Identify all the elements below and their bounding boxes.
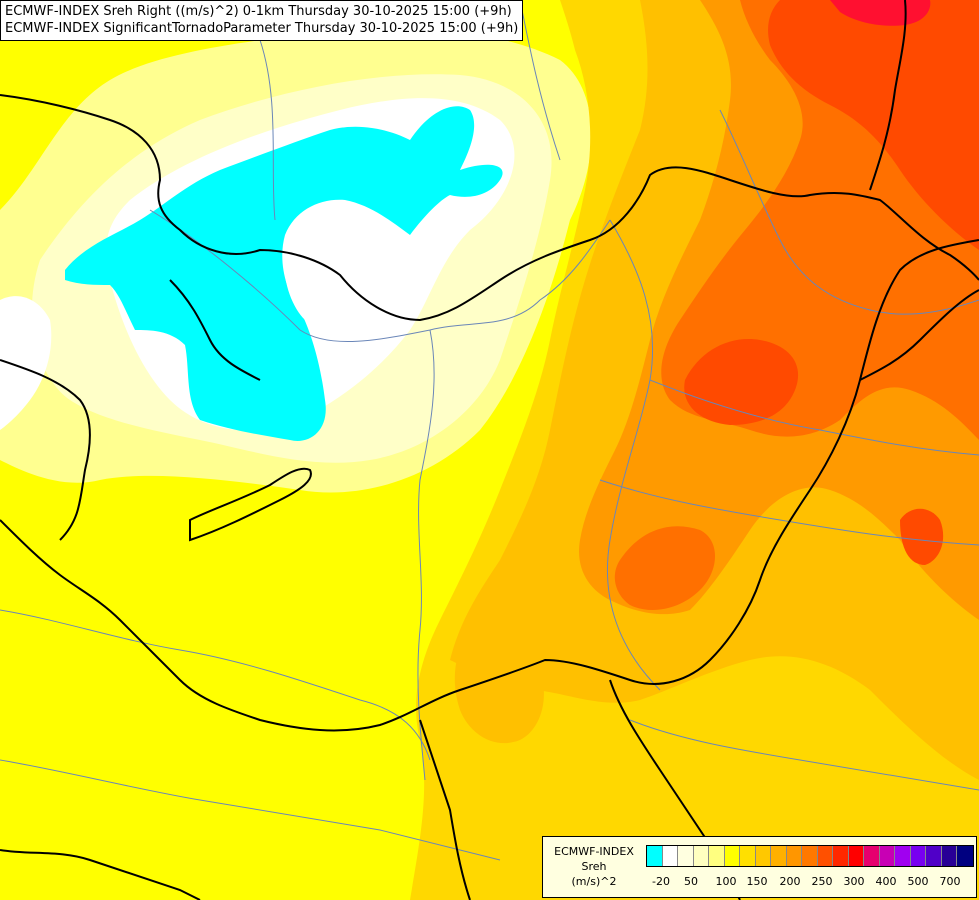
legend-tick-label: 200 [779, 875, 801, 888]
legend-swatch [926, 846, 942, 866]
legend-swatch [678, 846, 694, 866]
legend-swatch [662, 846, 678, 866]
sreh-zone-red-central [684, 339, 799, 425]
legend-tick-label: 100 [715, 875, 737, 888]
legend-swatch [740, 846, 756, 866]
legend-swatch [864, 846, 880, 866]
legend-model: ECMWF-INDEX [554, 845, 634, 858]
sreh-zone-orange-south [454, 627, 544, 744]
river-north [519, 0, 561, 161]
map-title-box: ECMWF-INDEX Sreh Right ((m/s)^2) 0-1km T… [0, 0, 524, 41]
legend-swatch [941, 846, 957, 866]
legend-tick-label: 700 [939, 875, 961, 888]
border-slovakia-hungary [0, 94, 979, 322]
sreh-zone-white-inner [283, 208, 412, 336]
legend-swatch [848, 846, 864, 866]
sreh-zone-red-north [768, 0, 979, 250]
legend-swatch [755, 846, 771, 866]
river-sava [0, 759, 501, 861]
legend-variable: Sreh [581, 860, 607, 873]
legend-tick-label: 500 [907, 875, 929, 888]
sreh-zone-white-west [0, 296, 52, 430]
legend-swatch [724, 846, 740, 866]
legend-swatch [802, 846, 818, 866]
border-bosnia [0, 849, 201, 900]
border-austria-slovenia [169, 279, 261, 381]
sreh-zone-red-orange-south [614, 526, 715, 610]
legend-tick-label: -20 [652, 875, 670, 888]
legend-tick-label: 300 [843, 875, 865, 888]
river-tisza [607, 219, 661, 691]
legend-color-bar [646, 845, 974, 867]
legend-caption: ECMWF-INDEX Sreh (m/s)^2 [545, 844, 643, 889]
river-south-east [629, 719, 979, 791]
legend-swatch [817, 846, 833, 866]
legend-tick-label: 150 [746, 875, 768, 888]
legend-swatch [693, 846, 709, 866]
color-legend: ECMWF-INDEX Sreh (m/s)^2 -20 50 100 150 200 2… [542, 836, 977, 898]
legend-swatch [771, 846, 787, 866]
river-danube-south [417, 329, 435, 781]
legend-tick-label: 250 [811, 875, 833, 888]
legend-swatch [910, 846, 926, 866]
legend-unit: (m/s)^2 [571, 875, 617, 888]
sreh-zone-red-east [900, 508, 944, 565]
border-poland-ukraine [869, 0, 907, 191]
map-title-line-2: ECMWF-INDEX SignificantTornadoParameter … [5, 21, 519, 36]
legend-tick-label: 50 [684, 875, 698, 888]
river-morava [259, 39, 276, 221]
legend-swatch [647, 846, 663, 866]
legend-swatch [833, 846, 849, 866]
legend-swatch [879, 846, 895, 866]
legend-tick-label: 400 [875, 875, 897, 888]
river-north-east [719, 109, 979, 315]
border-hungary-south-east [0, 239, 979, 732]
river-danube-upper [149, 209, 611, 343]
sreh-zone-cyan [65, 106, 503, 441]
river-east [649, 379, 979, 456]
border-serbia-croatia [419, 719, 471, 900]
lake-balaton [189, 467, 312, 542]
border-west [0, 359, 91, 541]
map-title-line-1: ECMWF-INDEX Sreh Right ((m/s)^2) 0-1km T… [5, 4, 512, 19]
river-mures [599, 479, 979, 546]
border-ukraine-romania [859, 289, 979, 381]
legend-swatch [786, 846, 802, 866]
legend-swatch [895, 846, 911, 866]
legend-swatch [957, 846, 973, 866]
legend-swatch [709, 846, 725, 866]
rivers [0, 0, 979, 861]
